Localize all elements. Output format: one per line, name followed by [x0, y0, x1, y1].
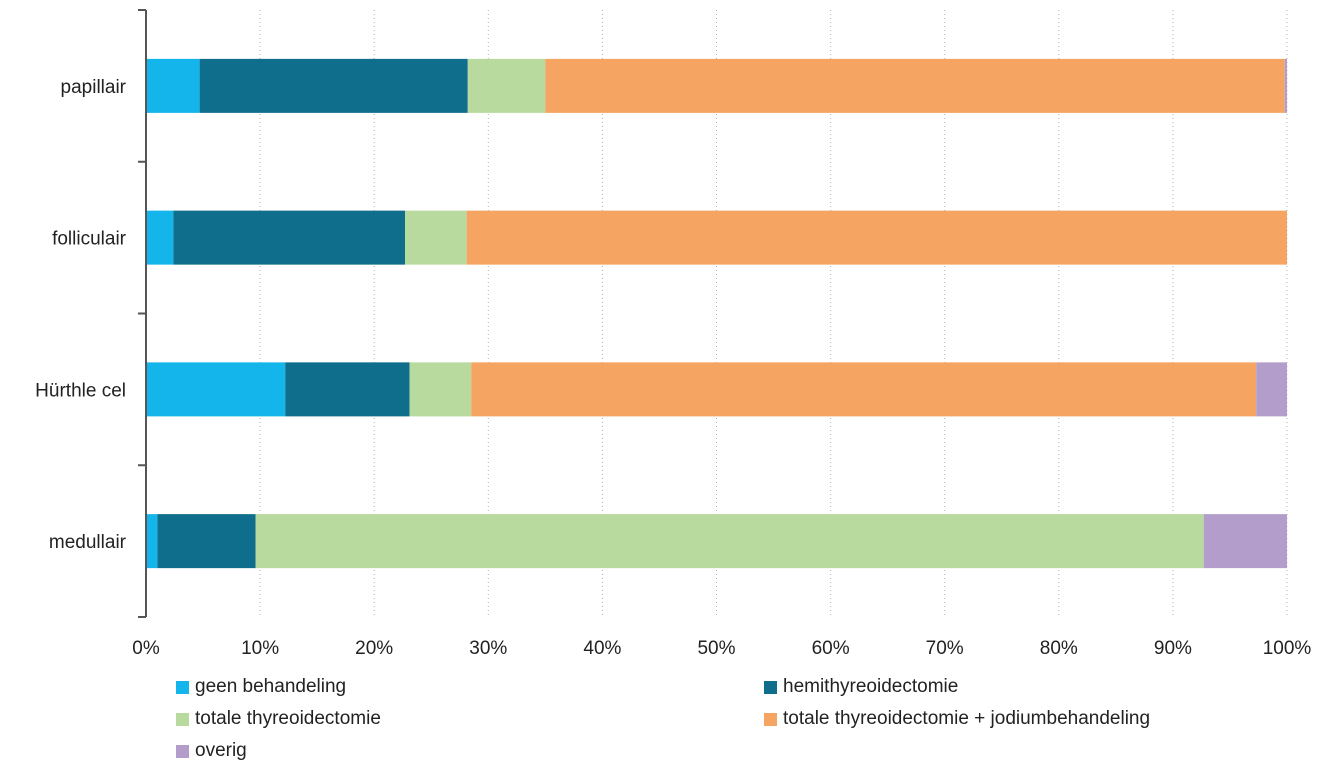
bar-segment [471, 362, 1257, 417]
legend-item: overig [176, 740, 247, 762]
bar-segment [405, 210, 467, 265]
x-tick-label: 60% [812, 638, 850, 659]
legend-item: totale thyreoidectomie + jodiumbehandeli… [764, 708, 1150, 730]
bar-segment [199, 58, 468, 113]
legend-label: totale thyreoidectomie + jodiumbehandeli… [783, 708, 1151, 729]
bar-segment [146, 58, 200, 113]
bar-segment [1203, 514, 1287, 569]
x-tick-label: 10% [241, 638, 279, 659]
x-tick-label: 80% [1040, 638, 1078, 659]
x-tick-label: 40% [583, 638, 621, 659]
bar-segment [157, 514, 256, 569]
bars [146, 58, 1288, 569]
bar-segment [285, 362, 410, 417]
legend-item: hemithyreoidectomie [764, 676, 958, 698]
legend-swatch [764, 712, 777, 726]
bar-segment [467, 58, 546, 113]
x-tick-label: 20% [355, 638, 393, 659]
bar-segment [146, 362, 286, 417]
x-tick-labels: 0% 10% 20% 30% 40% 50% 60% 70% 80% 90% 100% [132, 638, 1311, 659]
legend-label: geen behandeling [195, 676, 347, 697]
legend-label: overig [195, 740, 247, 761]
category-label: Hürthle cel [35, 380, 126, 401]
bar-segment [466, 210, 1288, 265]
category-labels: papillair folliculair Hürthle cel medullair [35, 77, 126, 553]
x-tick-label: 70% [926, 638, 964, 659]
legend-swatch [764, 680, 777, 694]
category-label: medullair [49, 532, 127, 553]
bar-segment [545, 58, 1285, 113]
bar-segment [146, 210, 174, 265]
category-label: papillair [61, 77, 127, 98]
x-tick-label: 50% [697, 638, 735, 659]
bar-segment [173, 210, 406, 265]
x-tick-label: 100% [1263, 638, 1312, 659]
legend-swatch [176, 712, 189, 726]
bar-segment [146, 514, 158, 569]
axes [138, 9, 147, 618]
x-tick-label: 30% [469, 638, 507, 659]
legend-swatch [176, 744, 189, 758]
legend-label: totale thyreoidectomie [195, 708, 381, 729]
category-label: folliculair [52, 229, 127, 250]
legend-label: hemithyreoidectomie [783, 676, 959, 697]
bar-segment [255, 514, 1204, 569]
bar-segment [1256, 362, 1287, 417]
stacked-bar-chart: papillair folliculair Hürthle cel medullair… [35, 9, 1311, 659]
legend-swatch [176, 680, 189, 694]
bar-segment [1284, 58, 1287, 113]
bar-segment [409, 362, 472, 417]
x-tick-label: 90% [1154, 638, 1192, 659]
legend-item: geen behandeling [176, 676, 346, 698]
x-tick-label: 0% [132, 638, 160, 659]
legend-item: totale thyreoidectomie [176, 708, 381, 730]
